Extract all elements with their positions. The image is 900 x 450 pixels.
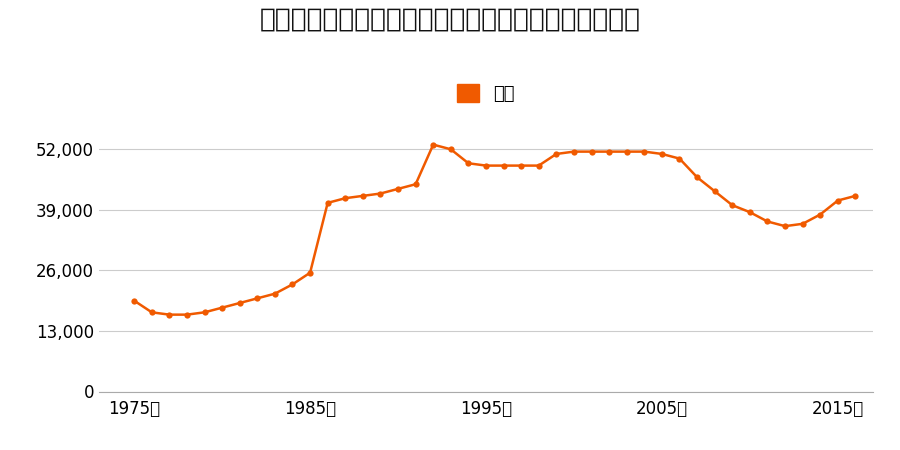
Legend: 価格: 価格 (450, 76, 522, 110)
Text: 宮城県宮城郡利府町菅谷字産野原１４番１の地価推移: 宮城県宮城郡利府町菅谷字産野原１４番１の地価推移 (259, 7, 641, 33)
